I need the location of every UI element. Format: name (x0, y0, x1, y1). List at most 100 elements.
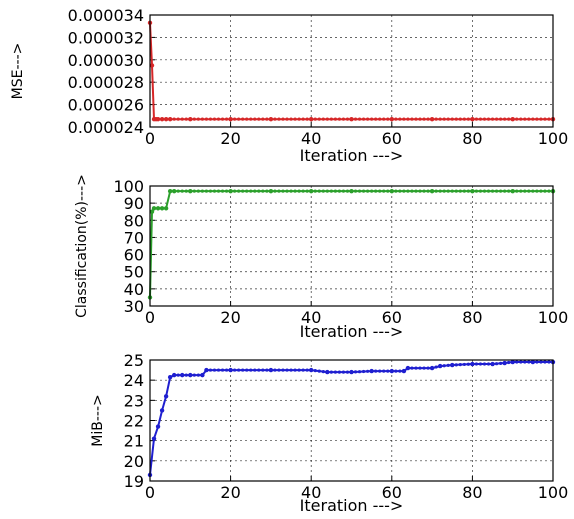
marker (192, 117, 196, 121)
marker (410, 117, 414, 121)
marker (470, 117, 474, 121)
marker (454, 363, 458, 367)
marker (438, 189, 442, 193)
marker (180, 189, 184, 193)
marker (317, 189, 321, 193)
marker (212, 189, 217, 193)
x-tick-label: 0 (145, 308, 155, 327)
marker (261, 117, 265, 121)
x-tick-label: 0 (145, 483, 155, 502)
marker (220, 189, 225, 193)
marker (547, 117, 551, 121)
y-tick-label: 0.000026 (68, 96, 144, 115)
y-axis-label: MSE---> (10, 43, 26, 100)
marker (527, 189, 531, 193)
marker (152, 206, 156, 210)
marker (245, 189, 249, 193)
marker (265, 189, 269, 193)
marker (349, 370, 354, 374)
marker (519, 360, 523, 364)
marker (531, 189, 535, 193)
marker (297, 117, 301, 121)
marker (458, 363, 462, 367)
axes-frame (149, 185, 554, 307)
marker (204, 117, 209, 121)
marker (164, 206, 168, 210)
marker (208, 189, 213, 193)
marker (482, 362, 487, 366)
data-point (149, 63, 155, 68)
y-tick-label: 0.000028 (68, 73, 144, 92)
marker (345, 117, 350, 121)
marker (196, 373, 200, 377)
marker (394, 189, 398, 193)
y-tick-label: 0.000032 (68, 28, 144, 47)
data-point (149, 209, 155, 214)
marker (543, 189, 547, 193)
marker (543, 117, 547, 121)
x-tick-label: 20 (220, 308, 240, 327)
marker (382, 189, 386, 193)
marker (515, 189, 519, 193)
marker (329, 117, 333, 121)
marker (503, 361, 507, 365)
marker (212, 117, 217, 121)
marker (507, 189, 511, 193)
marker (249, 189, 253, 193)
marker (462, 117, 466, 121)
marker (341, 117, 346, 121)
marker (172, 189, 176, 193)
marker (442, 117, 446, 121)
marker (237, 368, 241, 372)
marker (426, 117, 430, 121)
y-axis-label: MiB---> (90, 394, 106, 446)
marker (301, 117, 305, 121)
marker (237, 189, 241, 193)
y-tick-label: 23 (124, 391, 144, 410)
marker (309, 368, 313, 372)
marker (422, 189, 426, 193)
marker (261, 189, 265, 193)
marker (208, 117, 213, 121)
marker (374, 189, 378, 193)
marker (366, 117, 370, 121)
marker (494, 117, 499, 121)
y-tick-label: 20 (124, 452, 144, 471)
marker (253, 368, 257, 372)
marker (414, 366, 418, 370)
marker (309, 117, 313, 121)
marker (172, 117, 176, 121)
x-tick-label: 20 (220, 129, 240, 148)
marker (277, 189, 281, 193)
marker (366, 189, 370, 193)
marker (382, 369, 386, 373)
marker (156, 424, 160, 429)
marker (313, 368, 317, 373)
marker (390, 189, 394, 193)
marker (539, 189, 543, 193)
y-axis-label: Classification(%)---> (74, 174, 90, 318)
marker (426, 366, 430, 370)
marker (265, 117, 269, 121)
marker (196, 117, 200, 121)
marker (494, 189, 499, 193)
marker (458, 189, 462, 193)
marker (515, 360, 519, 364)
marker (241, 368, 245, 372)
marker (333, 189, 337, 193)
marker (482, 189, 487, 193)
marker (325, 370, 329, 374)
marker (361, 117, 366, 121)
marker (527, 360, 531, 364)
marker (357, 117, 362, 121)
marker (180, 117, 184, 121)
y-tick-label: 0.000030 (68, 51, 144, 70)
marker (503, 189, 507, 193)
marker (486, 362, 491, 366)
marker (180, 373, 184, 377)
marker (341, 370, 346, 374)
marker (261, 368, 265, 372)
marker (253, 189, 257, 193)
y-tick-label: 90 (124, 194, 144, 213)
marker (224, 189, 229, 193)
